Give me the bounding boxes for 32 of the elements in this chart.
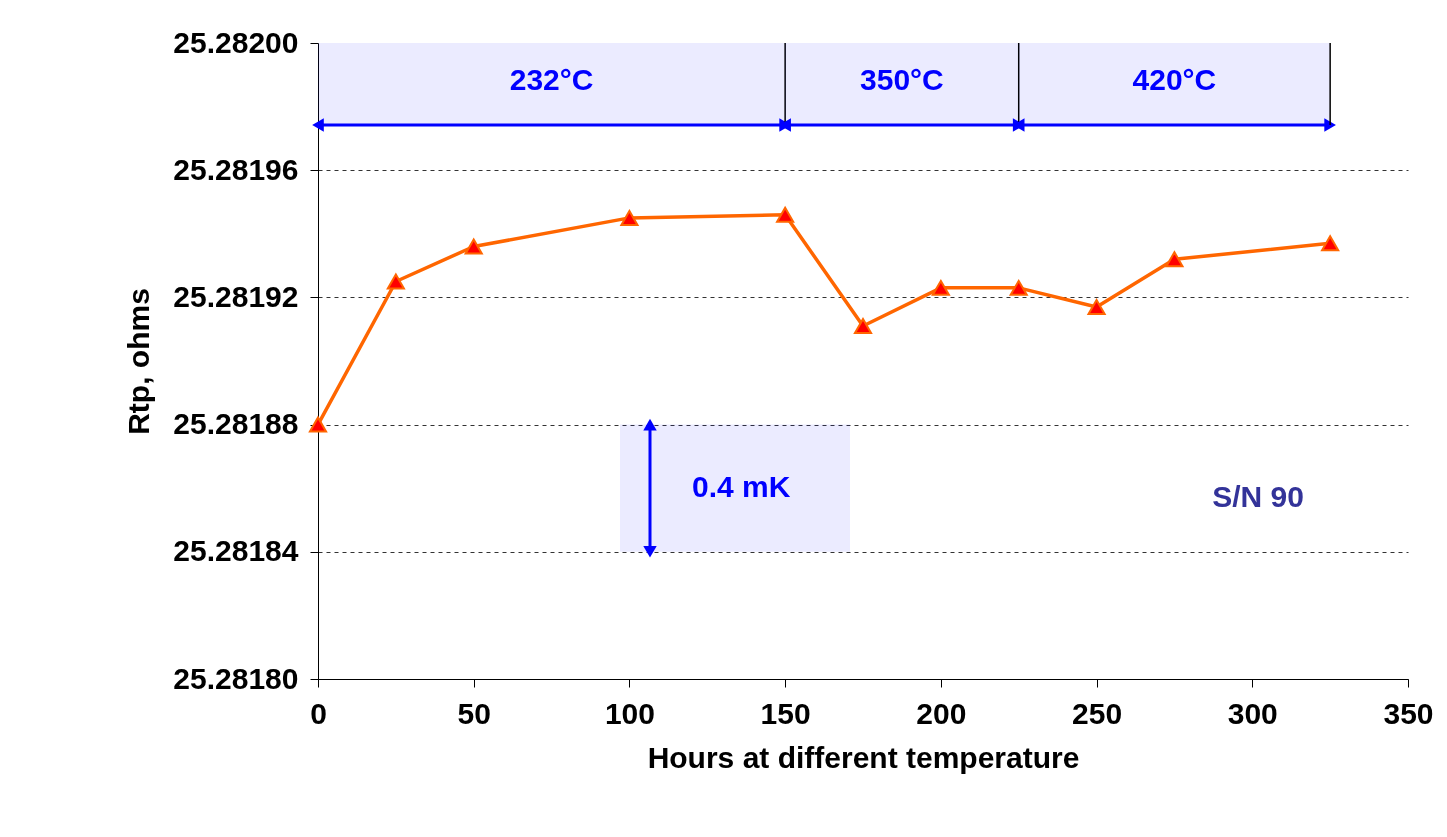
band-label: 350°C <box>860 63 944 96</box>
y-axis-title: Rtp, ohms <box>122 288 156 435</box>
point <box>1165 251 1184 268</box>
y-tick-label: 25.28184 <box>173 534 299 568</box>
x-tick-label: 100 <box>604 696 655 730</box>
point <box>931 279 950 296</box>
x-axis-title: Hours at different temperature <box>647 740 1080 774</box>
point <box>1087 298 1106 315</box>
x-tick-label: 250 <box>1072 696 1123 730</box>
band-label: 232°C <box>509 63 594 96</box>
point <box>308 416 328 433</box>
y-tick-label: 25.28180 <box>173 661 299 695</box>
y-tick-label: 25.28192 <box>173 279 299 313</box>
x-tick-label: 350 <box>1383 696 1434 730</box>
point <box>776 206 795 223</box>
point <box>1321 235 1340 252</box>
x-tick-label: 300 <box>1227 696 1278 730</box>
y-tick-label: 25.28196 <box>173 152 299 186</box>
band-label: 420°C <box>1132 63 1217 96</box>
annotation: S/N 90 <box>1212 480 1304 513</box>
x-tick-label: 0 <box>310 696 327 730</box>
point <box>620 209 639 226</box>
point <box>1009 279 1028 296</box>
point <box>464 238 483 255</box>
y-tick-label: 25.28188 <box>173 407 299 441</box>
y-tick-label: 25.28200 <box>173 25 299 59</box>
x-tick-label: 50 <box>457 696 491 730</box>
point <box>853 318 873 334</box>
point <box>386 273 405 290</box>
x-tick-label: 150 <box>760 696 811 730</box>
x-tick-label: 200 <box>916 696 967 730</box>
band-label: 0.4 mK <box>692 470 791 504</box>
